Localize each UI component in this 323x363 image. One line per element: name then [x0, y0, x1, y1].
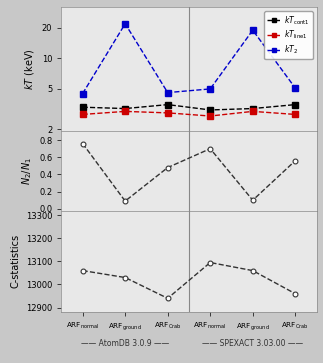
Y-axis label: $kT$ (keV): $kT$ (keV) [23, 49, 36, 90]
Legend: $kT_\mathrm{cont1}$, $kT_\mathrm{line1}$, $kT_2$: $kT_\mathrm{cont1}$, $kT_\mathrm{line1}$… [264, 11, 313, 59]
Y-axis label: $N_2/N_1$: $N_2/N_1$ [20, 157, 34, 185]
Text: —— AtomDB 3.0.9 ——: —— AtomDB 3.0.9 —— [81, 339, 169, 347]
Text: —— SPEXACT 3.03.00 ——: —— SPEXACT 3.03.00 —— [202, 339, 303, 347]
Y-axis label: C-statistics: C-statistics [10, 234, 20, 289]
